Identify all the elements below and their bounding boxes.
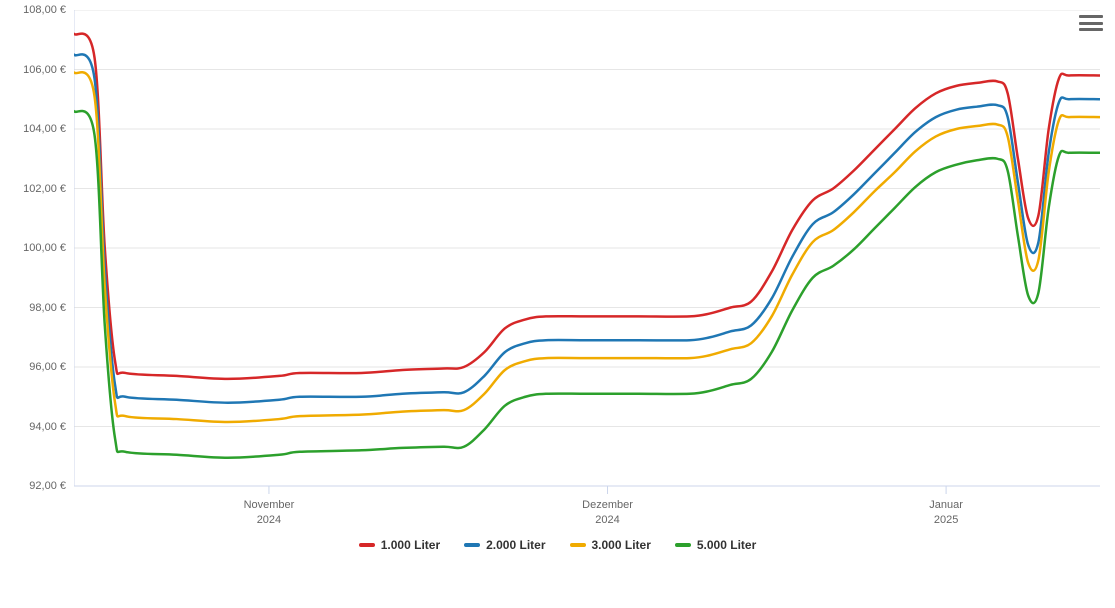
- legend-swatch: [675, 543, 691, 547]
- x-tick-label: Januar2025: [929, 498, 963, 528]
- x-tick-year: 2024: [582, 513, 633, 528]
- series-line: [74, 72, 1100, 422]
- y-tick-label: 108,00 €: [23, 4, 66, 16]
- legend-item[interactable]: 3.000 Liter: [570, 538, 651, 552]
- legend-swatch: [464, 543, 480, 547]
- y-tick-label: 102,00 €: [23, 183, 66, 195]
- legend-item[interactable]: 2.000 Liter: [464, 538, 545, 552]
- legend-label: 5.000 Liter: [697, 538, 756, 552]
- chart-legend: 1.000 Liter 2.000 Liter 3.000 Liter 5.000 L…: [0, 536, 1115, 552]
- y-tick-label: 96,00 €: [29, 361, 66, 373]
- legend-label: 3.000 Liter: [592, 538, 651, 552]
- legend-swatch: [359, 543, 375, 547]
- legend-swatch: [570, 543, 586, 547]
- chart-plot-area: [74, 10, 1100, 496]
- legend-item[interactable]: 1.000 Liter: [359, 538, 440, 552]
- series-line: [74, 111, 1100, 458]
- y-tick-label: 106,00 €: [23, 64, 66, 76]
- x-tick-month: November: [244, 498, 295, 513]
- series-line: [74, 54, 1100, 402]
- price-chart: 92,00 € 94,00 € 96,00 € 98,00 € 100,00 € 102,…: [0, 0, 1115, 608]
- y-tick-label: 100,00 €: [23, 242, 66, 254]
- y-tick-label: 92,00 €: [29, 480, 66, 492]
- x-tick-month: Januar: [929, 498, 963, 513]
- x-tick-year: 2024: [244, 513, 295, 528]
- legend-label: 1.000 Liter: [381, 538, 440, 552]
- x-tick-year: 2025: [929, 513, 963, 528]
- x-tick-label: Dezember2024: [582, 498, 633, 528]
- y-tick-label: 98,00 €: [29, 302, 66, 314]
- legend-item[interactable]: 5.000 Liter: [675, 538, 756, 552]
- x-tick-label: November2024: [244, 498, 295, 528]
- series-line: [74, 34, 1100, 379]
- x-tick-month: Dezember: [582, 498, 633, 513]
- legend-label: 2.000 Liter: [486, 538, 545, 552]
- y-tick-label: 104,00 €: [23, 123, 66, 135]
- y-tick-label: 94,00 €: [29, 421, 66, 433]
